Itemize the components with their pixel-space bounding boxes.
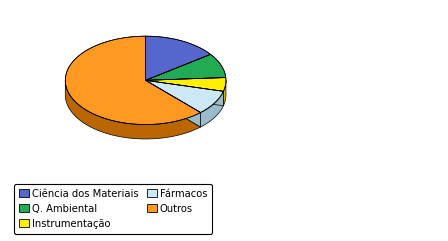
Polygon shape: [146, 54, 226, 80]
Polygon shape: [146, 80, 201, 127]
Polygon shape: [65, 81, 201, 139]
Polygon shape: [146, 80, 224, 113]
Polygon shape: [146, 80, 201, 127]
Legend: Ciência dos Materiais, Q. Ambiental, Instrumentação, Fármacos, Outros: Ciência dos Materiais, Q. Ambiental, Ins…: [14, 184, 212, 234]
Polygon shape: [146, 80, 224, 106]
Polygon shape: [201, 91, 224, 127]
Polygon shape: [146, 36, 211, 80]
Polygon shape: [65, 36, 201, 125]
Polygon shape: [146, 78, 226, 91]
Polygon shape: [224, 80, 226, 106]
Polygon shape: [146, 80, 224, 106]
